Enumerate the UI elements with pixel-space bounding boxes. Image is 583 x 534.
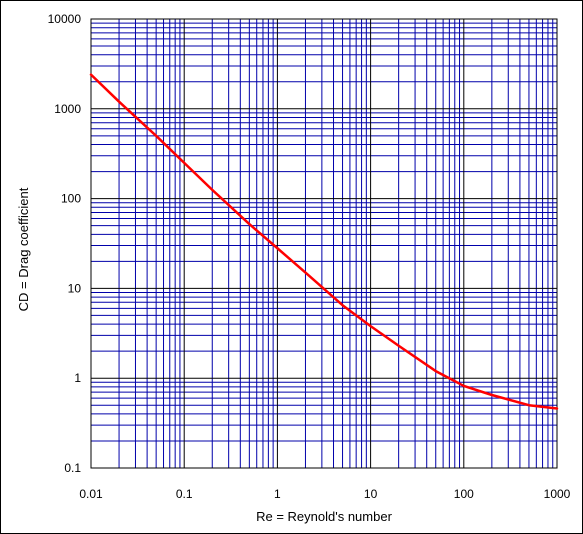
x-tick-label: 0.01 [79,487,103,501]
y-tick-label: 1000 [54,102,81,116]
y-tick-label: 100 [61,192,81,206]
x-tick-label: 1000 [544,487,571,501]
x-tick-label: 0.1 [176,487,193,501]
series-line-0 [89,73,559,410]
y-tick-label: 0.1 [64,461,81,475]
series-layer [89,73,559,410]
y-tick-label: 1 [74,371,81,385]
y-axis-title: CD = Drag coefficient [16,187,31,311]
minor-gridlines [91,19,557,468]
y-tick-label: 10 [68,281,82,295]
x-tick-label: 10 [364,487,378,501]
major-gridlines [90,18,558,469]
y-tick-label: 10000 [48,12,82,26]
plot-border [90,18,558,469]
x-tick-label: 100 [454,487,474,501]
x-tick-label: 1 [274,487,281,501]
x-axis-title: Re = Reynold's number [256,509,392,524]
x-tick-labels: 0.01 0.1 1 10 100 1000 [79,487,570,501]
y-tick-labels: 10000 1000 100 10 1 0.1 [48,12,82,475]
